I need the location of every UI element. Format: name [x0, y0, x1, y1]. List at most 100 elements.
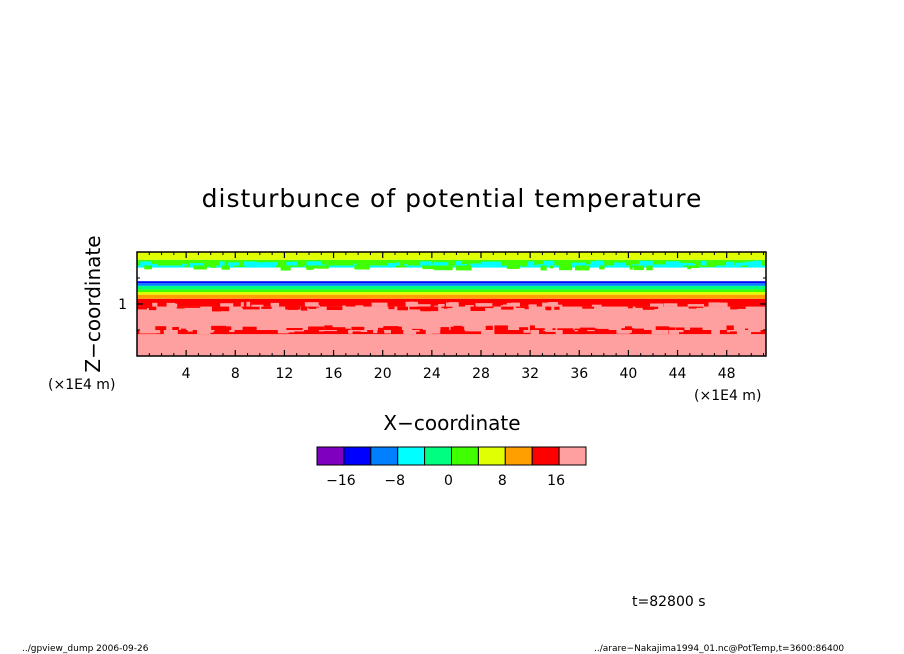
- texture-patch-2-70: [726, 261, 734, 266]
- heatmap-layer-2: [137, 330, 766, 335]
- texture-patch-0-71: [650, 303, 664, 307]
- texture-patch-0-82: [521, 306, 527, 308]
- texture-patch-1-35: [378, 327, 385, 330]
- texture-patch-2-42: [228, 262, 240, 266]
- x-tick-label-9: 40: [619, 366, 637, 382]
- heatmap-layer-14: [137, 252, 766, 260]
- texture-patch-0-60: [216, 306, 230, 311]
- texture-patch-0-56: [438, 304, 445, 307]
- heatmap-layer-3: [137, 306, 766, 330]
- y-tick-label-0: 1: [118, 297, 127, 313]
- texture-patch-2-27: [422, 265, 439, 270]
- texture-patch-1-14: [403, 330, 417, 335]
- texture-patch-1-1: [464, 330, 482, 332]
- texture-patch-2-89: [480, 261, 497, 266]
- texture-patch-1-57: [625, 326, 632, 330]
- texture-patch-1-18: [242, 326, 257, 330]
- texture-patch-1-62: [552, 328, 556, 330]
- texture-patch-1-25: [543, 330, 547, 332]
- texture-patch-2-74: [613, 262, 627, 266]
- texture-patch-0-52: [251, 304, 264, 307]
- y-axis-label: Z−coordinate: [81, 235, 105, 372]
- texture-patch-1-26: [319, 330, 337, 332]
- x-tick-label-4: 20: [374, 366, 392, 382]
- texture-patch-1-48: [658, 327, 676, 330]
- texture-patch-1-23: [530, 330, 539, 335]
- texture-patch-2-4: [521, 265, 527, 267]
- time-label: t=82800 s: [632, 594, 706, 610]
- texture-patch-0-73: [371, 302, 388, 307]
- texture-patch-1-70: [397, 326, 402, 330]
- texture-patch-0-80: [501, 306, 514, 310]
- texture-patch-2-82: [420, 261, 433, 266]
- texture-patch-1-82: [574, 328, 585, 330]
- texture-patch-0-89: [145, 306, 152, 309]
- texture-patch-0-31: [176, 306, 185, 309]
- texture-patch-2-69: [540, 265, 547, 271]
- texture-patch-1-80: [668, 330, 679, 335]
- texture-patch-2-23: [353, 263, 357, 266]
- texture-patch-0-8: [242, 306, 260, 310]
- texture-patch-0-70: [482, 306, 494, 309]
- texture-patch-2-87: [748, 262, 761, 266]
- texture-patch-0-63: [687, 304, 704, 307]
- colorbar-tick-label-4: 16: [547, 473, 565, 489]
- texture-patch-2-66: [252, 262, 268, 266]
- heatmap-layer-13: [137, 259, 766, 266]
- colorbar-swatch-7: [504, 446, 533, 466]
- colorbar-swatch-4: [424, 446, 453, 466]
- texture-patch-1-45: [348, 330, 353, 334]
- texture-patch-2-39: [354, 265, 370, 270]
- texture-patch-2-64: [740, 265, 748, 267]
- texture-patch-2-56: [221, 265, 230, 270]
- texture-patch-2-38: [243, 261, 257, 266]
- texture-patch-1-7: [519, 327, 529, 330]
- texture-patch-0-83: [405, 301, 418, 307]
- texture-patch-0-77: [642, 306, 655, 310]
- texture-patch-2-25: [665, 261, 681, 266]
- texture-patch-2-34: [470, 263, 486, 266]
- texture-patch-0-75: [688, 306, 697, 309]
- texture-patch-2-53: [455, 261, 462, 266]
- texture-patch-1-5: [690, 327, 703, 330]
- texture-patch-0-35: [417, 304, 431, 307]
- x-tick-label-3: 16: [325, 366, 343, 382]
- texture-patch-2-11: [275, 265, 284, 268]
- texture-patch-1-17: [675, 327, 685, 330]
- texture-patch-0-41: [548, 302, 559, 307]
- texture-patch-1-69: [740, 330, 746, 335]
- texture-patch-2-14: [433, 265, 446, 269]
- texture-patch-1-75: [557, 328, 574, 330]
- colorbar-tick-label-2: 0: [444, 473, 453, 489]
- texture-patch-1-55: [745, 328, 749, 330]
- texture-patch-2-49: [306, 261, 321, 266]
- texture-patch-2-44: [396, 262, 401, 266]
- texture-patch-2-46: [233, 265, 245, 267]
- texture-patch-0-21: [270, 302, 280, 307]
- texture-patch-2-76: [550, 265, 554, 269]
- texture-patch-2-54: [528, 261, 535, 266]
- texture-patch-1-86: [592, 328, 609, 330]
- texture-patch-0-36: [582, 306, 595, 309]
- texture-patch-1-49: [529, 325, 535, 330]
- colorbar-swatch-0: [316, 446, 345, 466]
- texture-patch-0-44: [475, 303, 493, 307]
- texture-patch-2-12: [455, 265, 472, 271]
- texture-patch-0-78: [424, 306, 430, 310]
- texture-patch-1-85: [440, 327, 450, 330]
- texture-patch-1-67: [278, 330, 295, 333]
- colorbar-tick-label-3: 8: [498, 473, 507, 489]
- texture-patch-1-19: [351, 330, 364, 332]
- texture-patch-2-52: [701, 265, 716, 268]
- texture-patch-2-30: [181, 263, 188, 266]
- texture-patch-0-88: [506, 302, 512, 307]
- footer-right: ../arare−Nakajima1994_01.nc@PotTemp,t=36…: [594, 644, 844, 654]
- texture-patch-1-38: [351, 326, 365, 330]
- texture-patch-0-85: [663, 303, 678, 307]
- texture-patch-0-67: [708, 302, 721, 307]
- texture-patch-0-74: [416, 306, 432, 310]
- colorbar-swatch-2: [370, 446, 399, 466]
- texture-patch-1-43: [360, 330, 368, 332]
- texture-patch-2-55: [590, 261, 596, 266]
